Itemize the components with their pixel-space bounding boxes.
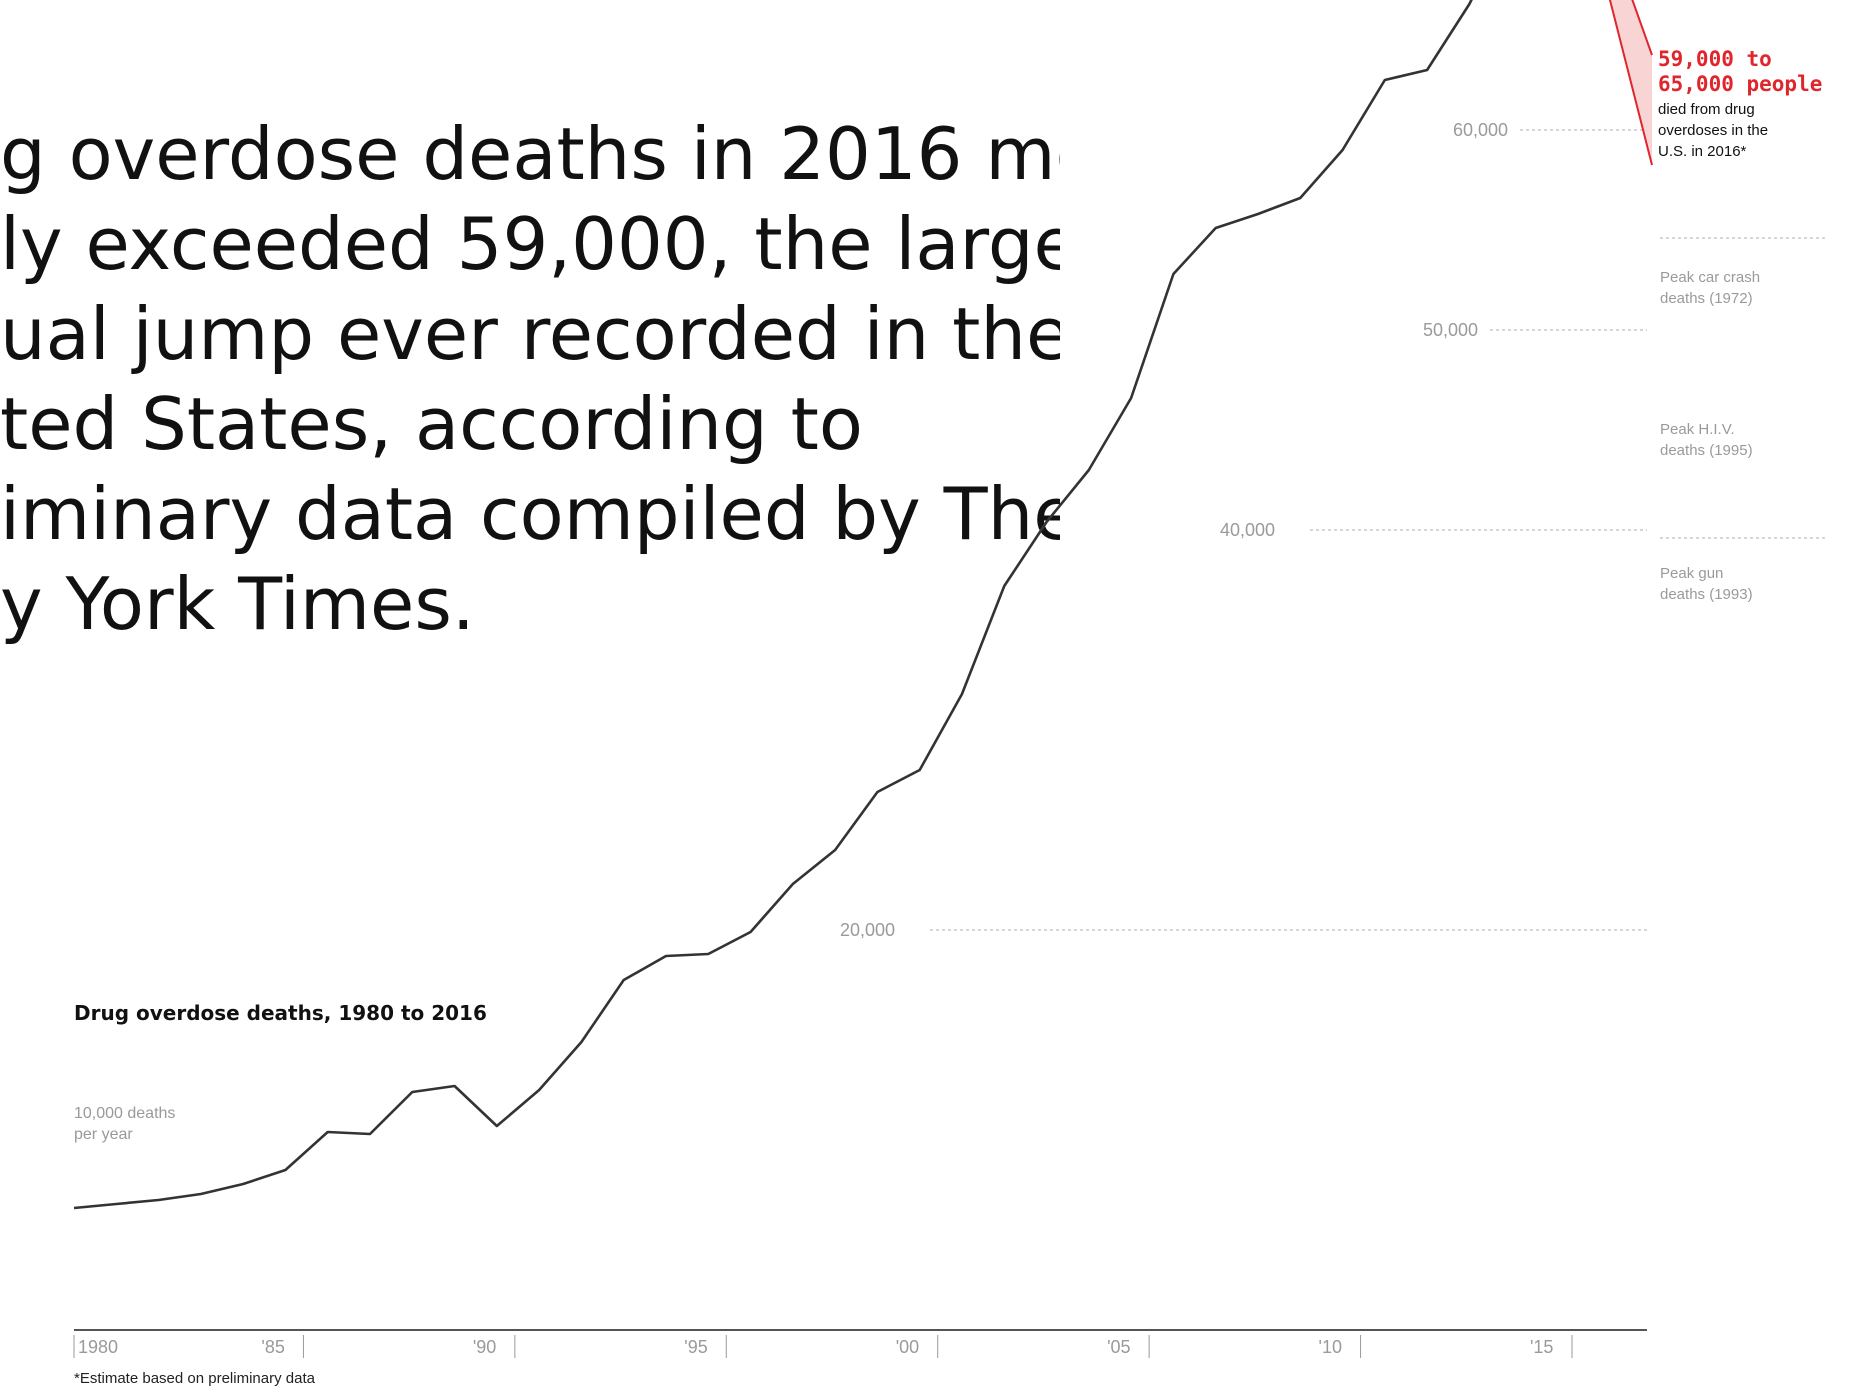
footnote: *Estimate based on preliminary data <box>74 1370 316 1387</box>
estimate-label: U.S. in 2016* <box>1658 143 1747 160</box>
reference-label: deaths (1972) <box>1660 290 1753 307</box>
chart-title: Drug overdose deaths, 1980 to 2016 <box>74 1001 487 1025</box>
x-tick-label: 1980 <box>78 1337 118 1357</box>
x-tick-label: '10 <box>1319 1337 1342 1357</box>
grid-layer: 20,000 40,000 50,000 60,000 <box>840 120 1647 940</box>
estimate-label: 65,000 people <box>1658 72 1822 96</box>
estimate-range-fill <box>1609 0 1652 165</box>
y-tick-label: 60,000 <box>1453 120 1508 140</box>
y-tick-label: 50,000 <box>1423 320 1478 340</box>
reference-label: deaths (1995) <box>1660 442 1753 459</box>
estimate-upper-line <box>1631 0 1653 56</box>
x-tick-label: '15 <box>1530 1337 1553 1357</box>
reference-label: Peak car crash <box>1660 269 1760 286</box>
x-tick-label: '00 <box>896 1337 919 1357</box>
slide-text-line: g overdose deaths in 2016 most <box>0 118 1060 196</box>
y-unit-note-line-1: 10,000 deaths <box>74 1105 175 1122</box>
y-unit-note-line-2: per year <box>74 1126 133 1143</box>
slide-text-line: ual jump ever recorded in the <box>0 292 1060 376</box>
x-tick-label: '95 <box>684 1337 707 1357</box>
estimate-label: overdoses in the <box>1658 122 1768 139</box>
series-layer <box>73 0 1473 1210</box>
estimate-label: 59,000 to <box>1658 47 1772 71</box>
reference-label: Peak gun <box>1660 565 1723 582</box>
slide-text: g overdose deaths in 2016 most ly exceede… <box>0 118 1060 678</box>
y-tick-label: 20,000 <box>840 920 895 940</box>
slide-text-line: y York Times. <box>0 562 475 646</box>
series-line <box>73 0 1473 1210</box>
reference-label: deaths (1993) <box>1660 586 1753 603</box>
slide-text-line: ly exceeded 59,000, the largest <box>0 202 1060 286</box>
x-axis: 1980 '85 '90 '95 '00 '05 '10 '15 <box>73 1329 1647 1358</box>
reference-lines: Peak car crash deaths (1972) Peak H.I.V. de… <box>1660 237 1825 603</box>
slide-text-line: ted States, according to <box>0 382 863 466</box>
reference-label: Peak H.I.V. <box>1660 421 1735 438</box>
estimate-label: died from drug <box>1658 101 1755 118</box>
x-tick-label: '05 <box>1107 1337 1130 1357</box>
x-tick-label: '85 <box>261 1337 284 1357</box>
x-tick-label: '90 <box>473 1337 496 1357</box>
estimate-lower-line <box>1608 0 1653 166</box>
slide-text-line: iminary data compiled by The <box>0 472 1060 556</box>
y-tick-label: 40,000 <box>1220 520 1275 540</box>
